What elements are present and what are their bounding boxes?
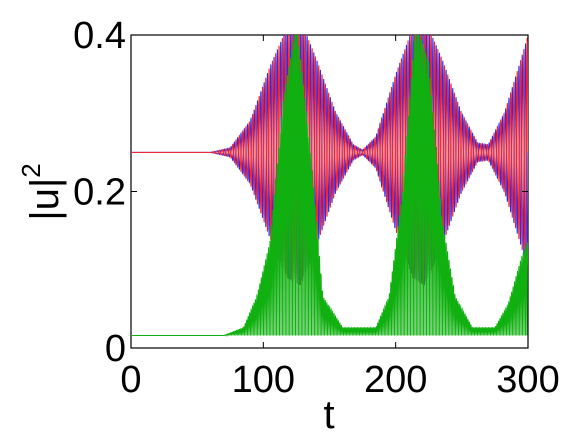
y-axis-label: |u|2 <box>16 163 67 221</box>
x-tick-label-2: 200 <box>364 359 427 401</box>
x-axis-label: t <box>323 393 334 437</box>
x-tick-label-0: 0 <box>120 359 141 401</box>
y-axis-label-superscript: 2 <box>16 163 46 177</box>
tick-labels: 0 100 200 300 0 0.2 0.4 <box>73 15 560 401</box>
series-line-3 <box>131 35 528 338</box>
y-axis-label-base: |u| <box>23 178 67 221</box>
y-tick-label-2: 0.4 <box>73 15 126 57</box>
series-line-2 <box>131 35 528 286</box>
y-tick-label-1: 0.2 <box>73 172 126 214</box>
ticks-layer <box>130 34 529 349</box>
y-tick-label-0: 0 <box>105 328 126 370</box>
series-layer <box>131 35 528 338</box>
plot-area <box>130 34 529 349</box>
y-axis-label-group: |u|2 <box>16 163 67 221</box>
x-tick-label-3: 300 <box>496 359 559 401</box>
x-tick-label-1: 100 <box>232 359 295 401</box>
